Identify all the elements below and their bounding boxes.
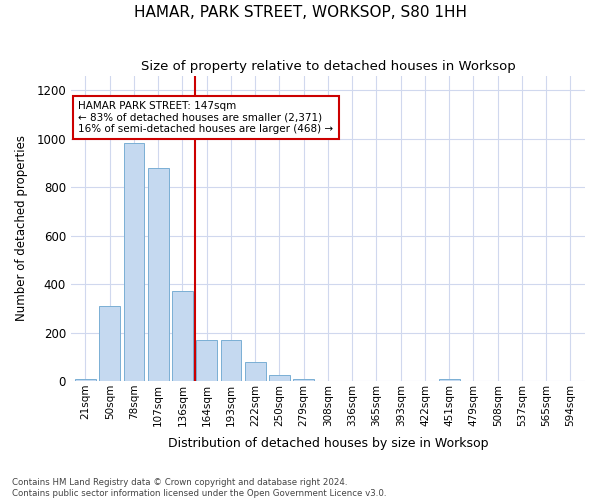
Bar: [172, 292, 193, 381]
Text: HAMAR, PARK STREET, WORKSOP, S80 1HH: HAMAR, PARK STREET, WORKSOP, S80 1HH: [133, 5, 467, 20]
Bar: [439, 378, 460, 381]
Bar: [196, 340, 217, 381]
Bar: [221, 340, 241, 381]
Bar: [245, 362, 266, 381]
Bar: [148, 168, 169, 381]
Bar: [269, 375, 290, 381]
Text: HAMAR PARK STREET: 147sqm
← 83% of detached houses are smaller (2,371)
16% of se: HAMAR PARK STREET: 147sqm ← 83% of detac…: [78, 101, 334, 134]
Bar: [293, 378, 314, 381]
Title: Size of property relative to detached houses in Worksop: Size of property relative to detached ho…: [140, 60, 515, 73]
Bar: [124, 144, 144, 381]
X-axis label: Distribution of detached houses by size in Worksop: Distribution of detached houses by size …: [168, 437, 488, 450]
Bar: [100, 306, 120, 381]
Text: Contains HM Land Registry data © Crown copyright and database right 2024.
Contai: Contains HM Land Registry data © Crown c…: [12, 478, 386, 498]
Bar: [75, 378, 96, 381]
Y-axis label: Number of detached properties: Number of detached properties: [15, 136, 28, 322]
